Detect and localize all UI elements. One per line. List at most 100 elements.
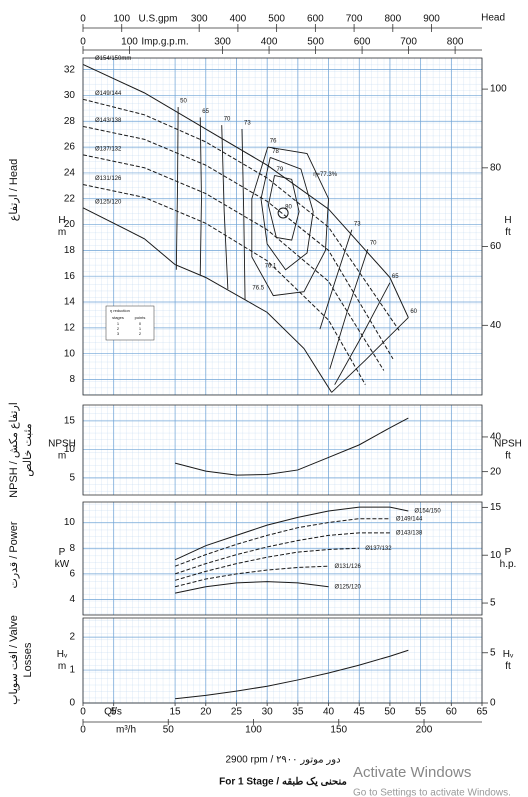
y2-tick-label: 40 [490, 320, 502, 331]
top-tick-label: 0 [80, 14, 86, 25]
y2-unit: ft [505, 661, 511, 672]
curve-label: Ø131/126 [335, 564, 362, 570]
y-unit: m [58, 661, 66, 672]
curve [174, 547, 360, 581]
bottom-tick-label: 15 [170, 707, 182, 718]
side-label: ارتفاع / Head [8, 159, 20, 221]
efficiency-curve [199, 117, 202, 275]
curve [174, 518, 390, 567]
y-unit: m [58, 451, 66, 462]
curve-label: Ø149/144 [95, 91, 122, 97]
efficiency-label: 73 [354, 221, 361, 227]
top-tick-label: 500 [307, 37, 324, 48]
efficiency-curve [241, 129, 246, 300]
curve-label: Ø137/132 [95, 146, 122, 152]
curve [82, 207, 333, 393]
top-tick-label: 100 [121, 37, 138, 48]
y2-unit: ft [505, 227, 511, 238]
table-header: points [135, 315, 146, 320]
plot-frame [82, 57, 483, 396]
efficiency-label: 65 [202, 109, 209, 115]
top-tick-label: 300 [191, 14, 208, 25]
plot-area [83, 405, 482, 495]
curve-label: Ø149/144 [396, 516, 423, 522]
table-title: η reduction [110, 308, 130, 313]
bottom-tick-label: 30 [262, 707, 274, 718]
y-tick-label: 8 [69, 374, 75, 385]
y2-tick-label: 10 [490, 550, 502, 561]
efficiency-curve [334, 282, 391, 385]
top-tick-label: 600 [307, 14, 324, 25]
y-tick-label: 32 [64, 64, 76, 75]
y-tick-label: 14 [64, 297, 76, 308]
y-tick-label: 2 [69, 632, 75, 643]
annotation: 76.5 [252, 285, 264, 291]
curve-label: Ø143/138 [396, 530, 423, 536]
y-tick-label: 15 [64, 416, 76, 427]
bottom-tick-label: 50 [163, 725, 175, 736]
bottom-tick-label: 5 [111, 707, 117, 718]
corner-label: Head [481, 13, 505, 24]
curve-label: Ø137/132 [365, 546, 392, 552]
top-tick-label: 700 [400, 37, 417, 48]
y-tick-label: 6 [69, 569, 75, 580]
y2-tick-label: 100 [490, 84, 507, 95]
top-tick-label: 300 [214, 37, 231, 48]
efficiency-curve [251, 146, 329, 297]
top-tick-label: 600 [354, 37, 371, 48]
top-tick-label: 0 [80, 37, 86, 48]
curve-label: Ø143/138 [95, 118, 122, 124]
y-tick-label: 8 [69, 543, 75, 554]
watermark-title: Activate Windows [353, 764, 471, 781]
y-tick-label: 22 [64, 193, 76, 204]
y2-tick-label: 5 [490, 598, 496, 609]
y-tick-label: 24 [64, 168, 76, 179]
efficiency-point [277, 207, 289, 219]
table-cell: 2 [139, 331, 142, 336]
efficiency-curve [260, 157, 314, 271]
efficiency-curve [331, 317, 409, 393]
curve [174, 581, 329, 594]
bottom-tick-label: 200 [416, 725, 433, 736]
efficiency-curve [267, 175, 300, 241]
bottom-tick-label: 150 [330, 725, 347, 736]
annotation: η=77.3% [313, 172, 338, 178]
y2-tick-label: 20 [490, 466, 502, 477]
efficiency-curve [175, 107, 179, 270]
bottom-tick-label: 50 [384, 707, 396, 718]
efficiency-curve [319, 229, 353, 330]
curve [174, 532, 390, 575]
curve [174, 506, 409, 561]
y-unit: kW [55, 559, 70, 570]
efficiency-label: 78 [272, 149, 279, 155]
curve-label: Ø131/126 [95, 176, 122, 182]
y-tick-label: 30 [64, 90, 76, 101]
top-tick-label: 500 [268, 14, 285, 25]
curve [82, 64, 409, 318]
y-tick-label: 12 [64, 322, 76, 333]
bottom-tick-label: 40 [323, 707, 335, 718]
table-cell: 1 [139, 326, 142, 331]
efficiency-label: 60 [410, 309, 417, 315]
curve [175, 649, 409, 700]
y2-tick-label: 80 [490, 162, 502, 173]
efficiency-label: 70 [370, 241, 377, 247]
table-cell: 2 [117, 326, 120, 331]
curve [82, 184, 366, 385]
bottom-tick-label: 0 [80, 707, 86, 718]
curve [174, 417, 409, 476]
y-tick-label: 10 [64, 444, 76, 455]
y-tick-label: 26 [64, 142, 76, 153]
bottom-tick-label: 55 [415, 707, 427, 718]
plot-area [83, 58, 482, 395]
y-tick-label: 10 [64, 517, 76, 528]
y-unit: m [58, 227, 66, 238]
y-tick-label: 16 [64, 271, 76, 282]
y-unit: NPSH [48, 439, 76, 450]
top-tick-label: 800 [384, 14, 401, 25]
table-cell: 3 [117, 331, 120, 336]
curve-label: Ø154/150mm [95, 56, 131, 62]
bottom-tick-label: 100 [245, 725, 262, 736]
top-tick-label: 400 [261, 37, 278, 48]
